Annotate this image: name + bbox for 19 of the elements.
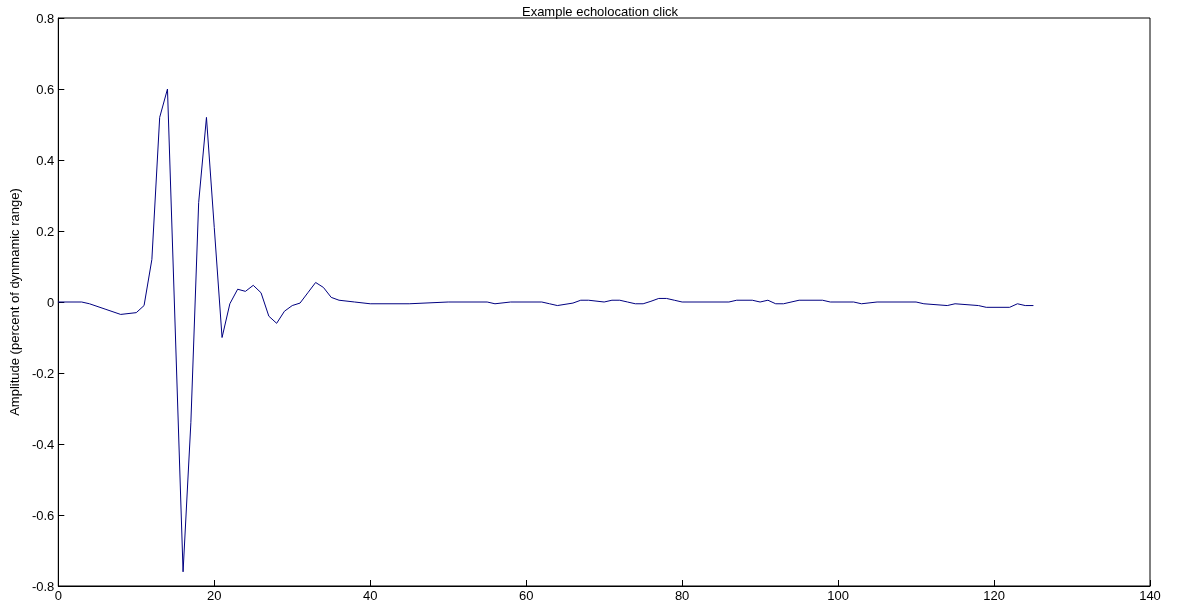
y-tick-label: -0.6 [31, 507, 55, 523]
x-tick-label: 20 [207, 588, 222, 603]
y-tick-label: 0.4 [36, 152, 55, 168]
x-tick-label: 80 [674, 588, 690, 603]
y-axis-title: Amplitude (percent of dynmamic range) [7, 188, 22, 416]
chart-title: Example echolocation click [521, 4, 679, 19]
y-tick-label: -0.8 [31, 578, 55, 594]
y-tick-label: 0.8 [36, 10, 55, 26]
x-tick-label: 120 [983, 588, 1005, 603]
y-tick-label: 0.2 [36, 223, 55, 239]
x-tick-label: 60 [518, 588, 534, 603]
x-tick-label: 100 [827, 588, 849, 603]
line-series [57, 88, 1034, 573]
y-tick-label: -0.4 [31, 436, 55, 452]
y-tick-label: 0.6 [36, 81, 55, 97]
y-tick-label: 0 [47, 294, 55, 310]
x-tick-label: 40 [362, 588, 378, 603]
y-tick-label: -0.2 [31, 365, 55, 381]
x-tick-label: 140 [1139, 588, 1161, 603]
